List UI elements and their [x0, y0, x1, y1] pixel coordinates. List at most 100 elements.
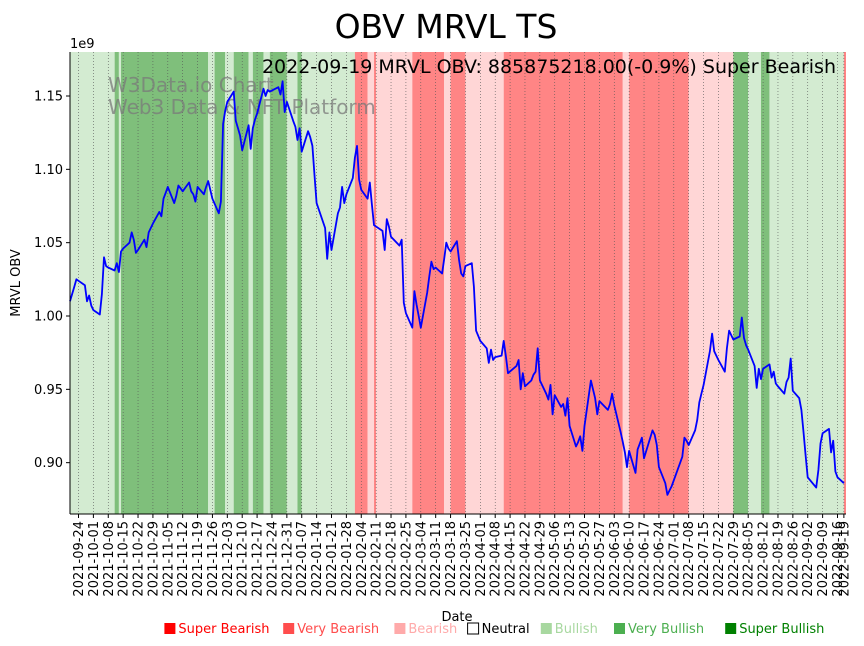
x-tick-label-47: 2022-08-19 [772, 521, 787, 597]
y-tick-label-3: 1.05 [34, 236, 63, 251]
x-tick-label-26: 2022-03-25 [459, 521, 474, 597]
x-tick-label-39: 2022-06-24 [652, 521, 667, 597]
watermark-line-1: W3Data.io Chart [108, 73, 274, 97]
legend-swatch-1 [283, 623, 295, 634]
legend-swatch-5 [614, 623, 625, 634]
signal-band-16 [367, 52, 375, 514]
signal-band-23 [503, 52, 623, 514]
x-tick-label-8: 2021-11-19 [191, 521, 206, 597]
x-tick-label-29: 2022-04-15 [504, 521, 519, 597]
x-tick-label-40: 2022-07-01 [667, 521, 682, 597]
x-tick-label-2: 2021-10-08 [102, 521, 117, 597]
y-tick-label-0: 0.90 [34, 456, 63, 471]
x-tick-label-7: 2021-11-12 [176, 521, 191, 597]
x-tick-label-10: 2021-12-03 [221, 521, 236, 597]
signal-band-31 [843, 52, 846, 514]
signal-band-12 [286, 52, 298, 514]
signal-band-26 [688, 52, 734, 514]
legend-swatch-4 [540, 623, 552, 634]
signal-band-27 [733, 52, 749, 514]
x-tick-label-17: 2022-01-21 [325, 521, 340, 597]
x-tick-label-28: 2022-04-08 [489, 521, 504, 597]
x-tick-label-45: 2022-08-05 [742, 521, 757, 597]
x-tick-label-13: 2021-12-24 [266, 521, 281, 597]
obv-line [69, 80, 845, 496]
x-tick-label-16: 2022-01-14 [310, 521, 325, 597]
x-tick-label-32: 2022-05-06 [548, 521, 563, 597]
signal-band-6 [225, 52, 234, 514]
x-tick-label-25: 2022-03-18 [444, 521, 459, 597]
signal-band-18 [376, 52, 413, 514]
y-tick-label-2: 1.00 [34, 310, 63, 325]
x-tick-label-50: 2022-09-09 [816, 521, 831, 597]
chart-subtitle: 2022-09-19 MRVL OBV: 885875218.00(-0.9%)… [262, 56, 836, 78]
x-tick-label-35: 2022-05-27 [593, 521, 608, 597]
obv-series [69, 80, 845, 496]
x-tick-label-6: 2021-11-05 [161, 521, 176, 597]
legend-swatch-6 [725, 623, 737, 634]
x-tick-label-15: 2022-01-07 [295, 521, 310, 597]
signal-band-9 [252, 52, 264, 514]
legend-swatch-3 [467, 622, 480, 635]
x-tick-label-36: 2022-06-03 [608, 521, 623, 597]
signal-band-4 [208, 52, 215, 514]
x-tick-label-22: 2022-02-25 [399, 521, 414, 597]
x-tick-label-27: 2022-04-01 [474, 521, 489, 597]
y-multiplier: 1e9 [70, 37, 95, 52]
signal-bands [70, 52, 846, 514]
x-tick-label-14: 2021-12-31 [280, 521, 295, 597]
x-tick-label-11: 2021-12-10 [236, 521, 251, 597]
legend-swatch-0 [164, 623, 176, 634]
watermark-line-2: Web3 Data & NFT Platform [108, 95, 376, 119]
y-axis-label: MRVL OBV [9, 249, 24, 317]
signal-band-1 [114, 52, 119, 514]
y-tick-label-1: 0.95 [34, 383, 63, 398]
signal-band-2 [118, 52, 122, 514]
x-tick-label-21: 2022-02-18 [385, 521, 400, 597]
x-tick-label-30: 2022-04-22 [519, 521, 534, 597]
chart-title: OBV MRVL TS [335, 7, 558, 46]
signal-band-22 [465, 52, 504, 514]
x-tick-label-42: 2022-07-15 [697, 521, 712, 597]
signal-band-0 [70, 52, 115, 514]
legend-label-2: Bearish [408, 622, 457, 637]
signal-band-11 [269, 52, 287, 514]
legend-label-3: Neutral [482, 622, 530, 637]
legend: Super Bearish Very Bearish Bearish Neutral B… [164, 622, 824, 637]
y-tick-label-4: 1.10 [34, 163, 63, 178]
signal-band-14 [301, 52, 355, 514]
signal-band-17 [374, 52, 377, 514]
x-tick-label-18: 2022-01-28 [340, 521, 355, 597]
x-tick-label-19: 2022-02-04 [355, 521, 370, 597]
legend-label-6: Super Bullish [739, 622, 824, 637]
signal-band-5 [214, 52, 226, 514]
legend-swatch-2 [394, 623, 406, 634]
x-tick-label-49: 2022-09-02 [801, 521, 816, 597]
x-tick-label-3: 2021-10-15 [117, 521, 132, 597]
x-tick-label-31: 2022-04-29 [533, 521, 548, 597]
legend-label-4: Bullish [555, 622, 598, 637]
signal-band-30 [769, 52, 844, 514]
x-tick-label-24: 2022-03-11 [429, 521, 444, 597]
x-tick-label-52: 2022-09-19 [837, 521, 852, 597]
x-tick-label-37: 2022-06-10 [623, 521, 638, 597]
grid-lines [78, 52, 845, 514]
x-tick-label-34: 2022-05-20 [578, 521, 593, 597]
x-tick-label-5: 2021-10-29 [146, 521, 161, 597]
x-tick-label-1: 2021-10-01 [87, 521, 102, 597]
x-tick-label-41: 2022-07-08 [682, 521, 697, 597]
x-tick-label-12: 2021-12-17 [251, 521, 266, 597]
legend-label-1: Very Bearish [297, 622, 379, 637]
x-tick-label-51: 2022-09-16 [831, 521, 846, 597]
signal-band-3 [121, 52, 209, 514]
signal-band-29 [760, 52, 770, 514]
x-axis-label: Date [441, 610, 472, 625]
x-tick-label-48: 2022-08-26 [786, 521, 801, 597]
signal-band-21 [450, 52, 466, 514]
signal-band-28 [748, 52, 761, 514]
signal-band-8 [248, 52, 253, 514]
x-tick-label-33: 2022-05-13 [563, 521, 578, 597]
x-tick-label-46: 2022-08-12 [757, 521, 772, 597]
